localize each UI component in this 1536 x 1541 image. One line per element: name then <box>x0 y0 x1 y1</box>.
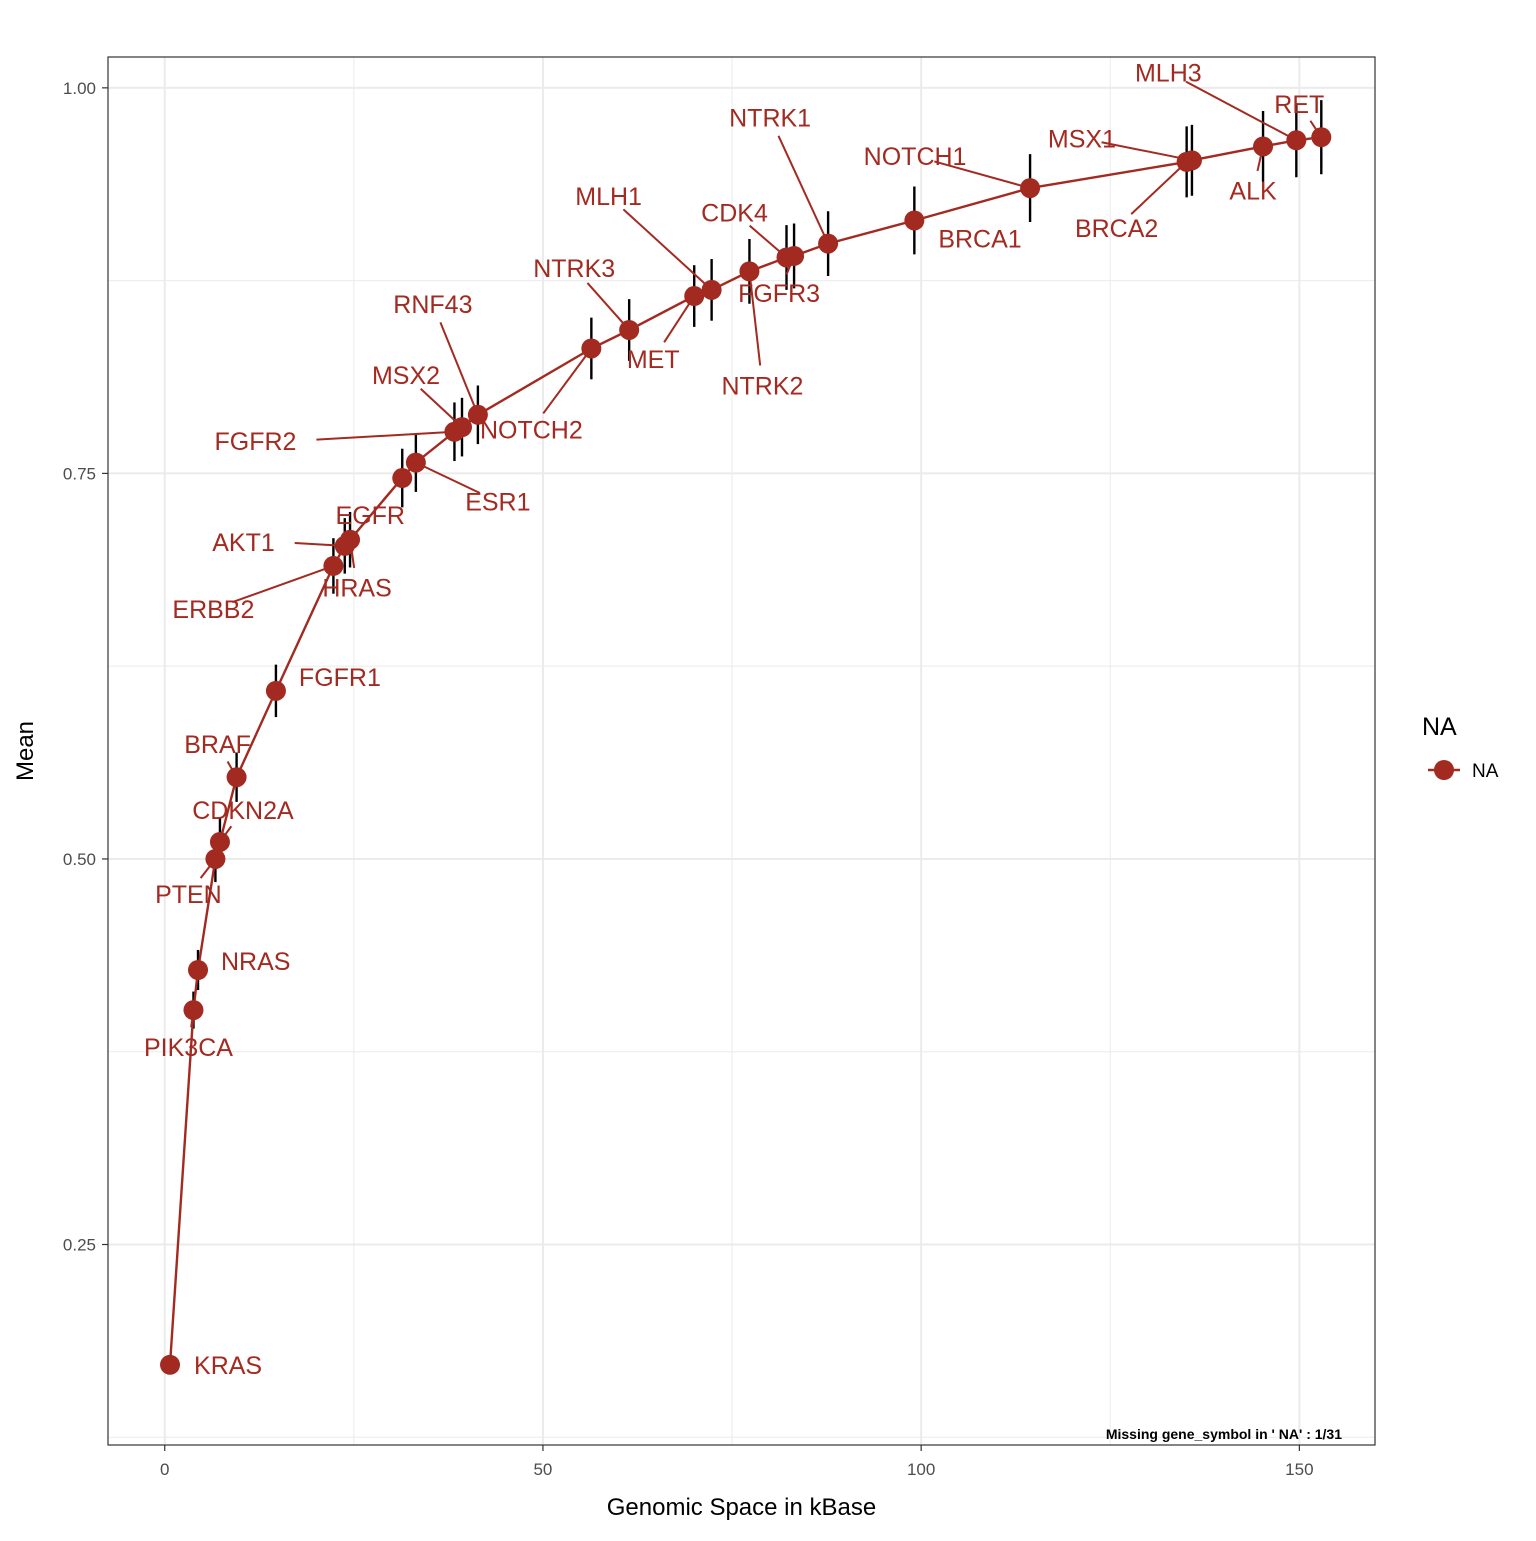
point-label-egfr: EGFR <box>336 502 405 530</box>
x-tick-label: 150 <box>1285 1460 1313 1479</box>
label-leader-alk <box>1256 146 1265 172</box>
axes: 0 50 100 150 0.25 0.50 0.75 1.00 <box>63 79 1314 1479</box>
label-leader-ntrk3 <box>586 282 630 331</box>
point-label-notch2: NOTCH2 <box>480 416 583 444</box>
label-leader-erbb2 <box>231 564 334 604</box>
point-label-mlh1: MLH1 <box>575 183 642 211</box>
legend-title: NA <box>1422 713 1457 741</box>
label-leader-cdk4 <box>748 224 788 259</box>
label-leader-fgfr3 <box>785 255 795 275</box>
legend-entry-label: NA <box>1472 761 1499 782</box>
point-label-ntrk2: NTRK2 <box>721 372 803 400</box>
y-tick-label: 0.50 <box>63 850 96 869</box>
y-tick-label: 1.00 <box>63 79 96 98</box>
point-label-ntrk3: NTRK3 <box>533 255 615 283</box>
label-leader-fgfr1 <box>275 686 283 692</box>
point-label-ntrk1: NTRK1 <box>729 105 811 133</box>
point-label-nras: NRAS <box>221 948 290 976</box>
point-label-mlh3: MLH3 <box>1135 59 1202 87</box>
label-leader-braf <box>226 761 238 778</box>
grid-lines <box>108 57 1375 1445</box>
point-label-ret: RET <box>1274 91 1324 119</box>
label-leader-nras <box>197 967 203 971</box>
point-label-alk: ALK <box>1229 177 1277 205</box>
point-label-rnf43: RNF43 <box>393 291 472 319</box>
label-leader-akt1 <box>294 542 345 547</box>
label-leader-msx1 <box>1101 141 1193 162</box>
point-label-fgfr3: FGFR3 <box>738 280 820 308</box>
point-label-layer: KRAS PIK3CA NRAS PTEN CDKN2A BRAF FGFR1 ERBB2 AK… <box>144 59 1324 1380</box>
label-leader-hras <box>349 539 356 569</box>
label-leader-egfr <box>382 477 404 501</box>
point-label-met: MET <box>627 346 680 374</box>
point-label-msx2: MSX2 <box>372 362 440 390</box>
point-label-akt1: AKT1 <box>212 529 275 557</box>
point-label-brca1: BRCA1 <box>938 225 1021 253</box>
label-leader-ntrk2 <box>748 271 762 366</box>
x-tick-label: 50 <box>533 1460 552 1479</box>
label-leader-met <box>663 295 696 343</box>
label-leader-mlh1 <box>622 208 713 291</box>
label-leader-brca1 <box>913 219 923 228</box>
y-tick-label: 0.25 <box>63 1236 96 1255</box>
label-leader-mlh3 <box>1185 80 1297 142</box>
point-label-fgfr2: FGFR2 <box>214 428 296 456</box>
series-line <box>168 136 1322 1365</box>
label-leader-brca2 <box>1130 161 1188 215</box>
label-leader-pten <box>199 858 217 879</box>
point-label-erbb2: ERBB2 <box>172 596 254 624</box>
y-tick-label: 0.75 <box>63 464 96 483</box>
point-label-fgfr1: FGFR1 <box>299 664 381 692</box>
point-label-cdk4: CDK4 <box>701 199 768 227</box>
label-leader-pik3ca <box>190 1009 195 1028</box>
label-leader-rnf43 <box>439 321 479 416</box>
legend: NA NA <box>1422 713 1499 782</box>
y-axis-title: Mean <box>12 721 39 781</box>
label-leader-msx2 <box>419 388 463 428</box>
point-label-brca2: BRCA2 <box>1075 215 1158 243</box>
point-label-kras: KRAS <box>194 1352 262 1380</box>
missing-gene-caption: Missing gene_symbol in ' NA' : 1/31 <box>1106 1426 1342 1442</box>
x-tick-label: 0 <box>160 1460 169 1479</box>
label-leader-notch1 <box>934 160 1031 190</box>
data-point-fgfr3 <box>784 245 805 266</box>
point-label-hras: HRAS <box>322 575 391 603</box>
label-leader-ntrk1 <box>777 135 830 245</box>
point-label-pik3ca: PIK3CA <box>144 1034 233 1062</box>
label-leader-notch2 <box>542 347 593 415</box>
label-leader-cdkn2a <box>219 825 233 843</box>
label-leader-esr1 <box>415 461 481 494</box>
legend-point-key <box>1434 760 1454 780</box>
label-leader-ret <box>1309 120 1323 138</box>
label-leader-fgfr2 <box>316 430 455 441</box>
point-label-cdkn2a: CDKN2A <box>192 797 294 825</box>
point-label-pten: PTEN <box>155 881 222 909</box>
x-tick-label: 100 <box>907 1460 935 1479</box>
panel-border <box>107 56 1376 1446</box>
point-label-braf: BRAF <box>184 731 251 759</box>
point-label-msx1: MSX1 <box>1048 125 1116 153</box>
x-axis-title: Genomic Space in kBase <box>607 1494 876 1521</box>
point-label-notch1: NOTCH1 <box>864 143 967 171</box>
point-label-esr1: ESR1 <box>465 489 530 517</box>
